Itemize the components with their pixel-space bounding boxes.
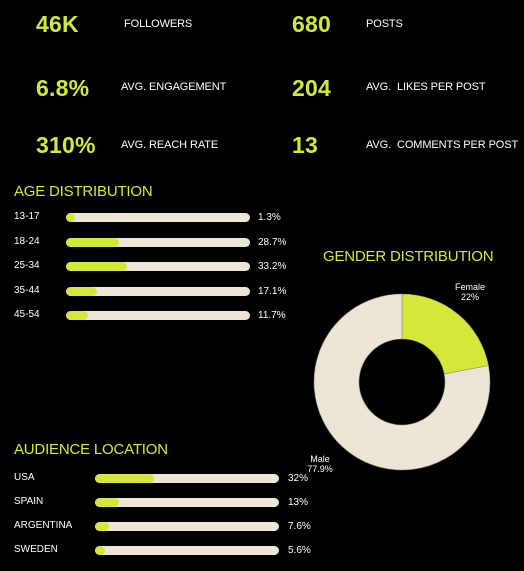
age-bar-track <box>66 311 250 320</box>
age-bar-label: 18-24 <box>14 235 40 247</box>
location-bar-value: 7.6% <box>288 521 311 532</box>
location-bar <box>95 474 154 483</box>
age-bar-label: 45-54 <box>14 309 40 320</box>
age-bar-value: 33.2% <box>258 261 287 272</box>
location-bar-track <box>95 546 279 555</box>
location-bar-label: SWEDEN <box>14 544 58 555</box>
age-bar-track <box>66 213 250 222</box>
pie-label-female-value: 22% <box>461 292 479 302</box>
followers-value: 46K <box>36 11 79 37</box>
avg-engagement-label: AVG. ENGAGEMENT <box>121 81 227 93</box>
age-bar <box>66 237 119 247</box>
location-bar-value: 13% <box>288 497 309 508</box>
age-bar-track <box>66 262 250 271</box>
age-bar-label: 25-34 <box>14 260 40 271</box>
age-distribution-title: AGE DISTRIBUTION <box>14 183 153 200</box>
age-bar-value: 1.3% <box>258 212 281 223</box>
age-bar <box>66 262 128 271</box>
location-bar-track <box>95 522 279 531</box>
location-bar <box>95 546 106 555</box>
avg-engagement-value: 6.8% <box>36 75 90 101</box>
location-bar <box>95 522 109 531</box>
avg-reach-label: AVG. REACH RATE <box>121 139 219 151</box>
posts-value: 680 <box>292 11 331 37</box>
age-bar <box>66 213 75 222</box>
avg-comments-value: 13 <box>292 132 318 158</box>
age-bar <box>66 286 98 296</box>
location-bar-value: 32% <box>288 473 309 484</box>
gender-distribution-title: GENDER DISTRIBUTION <box>323 248 494 265</box>
location-bar-label: ARGENTINA <box>14 520 73 531</box>
pie-slice-male <box>313 293 491 471</box>
location-bar-value: 5.6% <box>288 545 311 556</box>
followers-label: FOLLOWERS <box>124 18 193 30</box>
pie-label-female-name: Female <box>455 282 485 292</box>
age-bar-track <box>66 286 250 296</box>
location-bar-label: USA <box>14 472 35 483</box>
age-bar-label: 35-44 <box>14 284 40 296</box>
age-bar-label: 13-17 <box>14 211 40 222</box>
age-bar <box>66 311 88 320</box>
age-bar-value: 17.1% <box>258 285 287 297</box>
age-bar-value: 11.7% <box>258 310 286 321</box>
location-bar-track <box>95 498 279 507</box>
avg-likes-label: AVG. LIKES PER POST <box>366 81 486 93</box>
age-bar-value: 28.7% <box>258 236 287 248</box>
posts-label: POSTS <box>366 18 403 30</box>
avg-comments-label: AVG. COMMENTS PER POST <box>366 139 519 151</box>
pie-label-male-name: Male <box>310 454 330 464</box>
pie-label-male-value: 77.9% <box>307 464 333 474</box>
location-bar-track <box>95 474 279 483</box>
avg-likes-value: 204 <box>292 75 331 101</box>
age-bar-track <box>66 237 250 247</box>
pie-slice-female <box>401 293 489 375</box>
location-bar-label: SPAIN <box>14 496 44 507</box>
avg-reach-value: 310% <box>36 132 96 158</box>
location-bar <box>95 498 119 507</box>
audience-location-title: AUDIENCE LOCATION <box>14 441 168 458</box>
